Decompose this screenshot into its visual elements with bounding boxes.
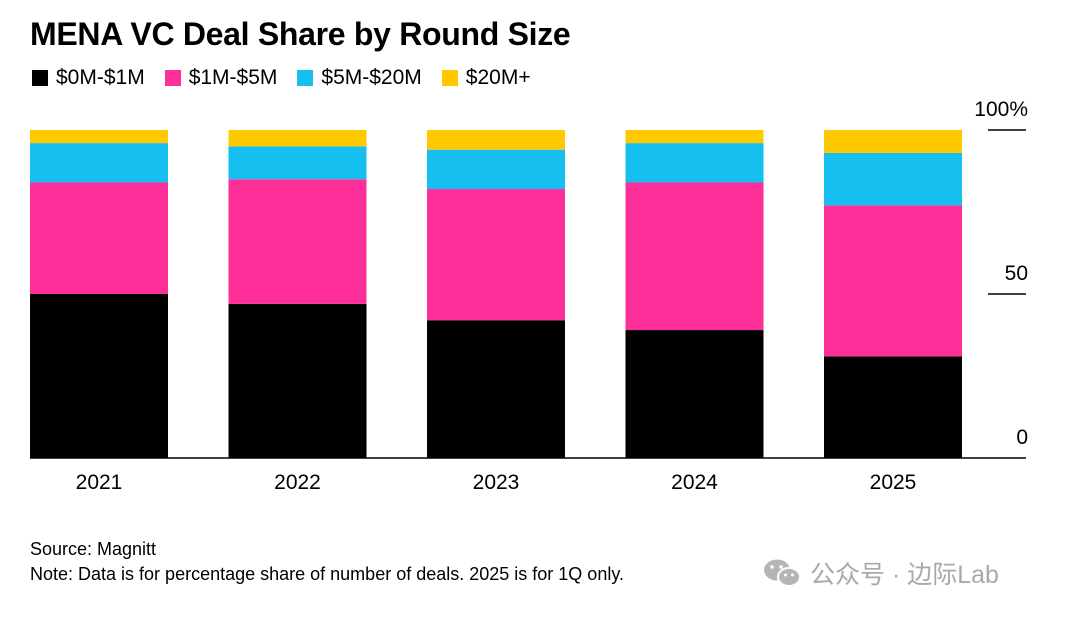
legend-item-5m-20m: $5M-$20M	[297, 66, 422, 90]
bar-2022-0m-1m	[228, 303, 367, 458]
bar-2025-20m	[824, 130, 962, 153]
watermark: 公众号 · 边际Lab	[762, 555, 999, 591]
bar-2024-0m-1m	[625, 330, 764, 458]
legend-item-20m-plus: $20M+	[441, 66, 531, 90]
legend-swatch-0m-1m	[32, 70, 48, 86]
bar-2023-20m	[427, 130, 565, 150]
x-tick-label-2022: 2022	[274, 471, 321, 494]
legend-item-0m-1m: $0M-$1M	[32, 66, 145, 90]
bar-2024-1m-5m	[625, 182, 764, 331]
chart-title: MENA VC Deal Share by Round Size	[30, 16, 571, 52]
y-tick-label-100: 100%	[974, 98, 1028, 121]
legend-swatch-5m-20m	[297, 70, 314, 86]
bar-2023-0m-1m	[427, 320, 565, 458]
wechat-icon	[764, 559, 801, 587]
bar-2021-1m-5m	[30, 182, 168, 294]
legend: $0M-$1M $1M-$5M $5M-$20M $20M+	[32, 66, 551, 90]
bar-2023-1m-5m	[427, 189, 565, 321]
bar-2025-5m-20m	[824, 152, 962, 206]
bar-2021-5m-20m	[30, 143, 168, 183]
x-tick-label-2025: 2025	[870, 471, 917, 494]
bar-2024-5m-20m	[625, 143, 764, 183]
bar-2025-1m-5m	[824, 205, 962, 357]
legend-label-5m-20m: $5M-$20M	[321, 66, 422, 89]
y-tick-label-50: 50	[1005, 262, 1028, 285]
data-note: Note: Data is for percentage share of nu…	[30, 564, 624, 584]
bar-2022-20m	[228, 130, 367, 147]
bar-2022-5m-20m	[228, 146, 367, 180]
x-tick-label-2021: 2021	[76, 471, 123, 494]
bar-2025-0m-1m	[824, 356, 962, 458]
x-tick-label-2024: 2024	[671, 471, 718, 494]
watermark-text: 公众号 · 边际Lab	[810, 561, 999, 589]
bar-2021-0m-1m	[30, 294, 168, 458]
x-tick-label-2023: 2023	[473, 471, 520, 494]
legend-swatch-20m-plus	[441, 70, 458, 86]
legend-swatch-1m-5m	[164, 70, 181, 86]
source-note: Source: Magnitt	[30, 539, 157, 559]
bar-2022-1m-5m	[228, 179, 367, 304]
bar-2024-20m	[625, 130, 764, 144]
bar-2023-5m-20m	[427, 149, 565, 190]
legend-label-1m-5m: $1M-$5M	[188, 66, 278, 89]
legend-label-20m-plus: $20M+	[465, 66, 531, 89]
y-tick-label-0: 0	[1016, 426, 1028, 449]
legend-label-0m-1m: $0M-$1M	[56, 66, 145, 89]
legend-item-1m-5m: $1M-$5M	[164, 66, 278, 90]
bar-2021-20m	[30, 130, 168, 144]
